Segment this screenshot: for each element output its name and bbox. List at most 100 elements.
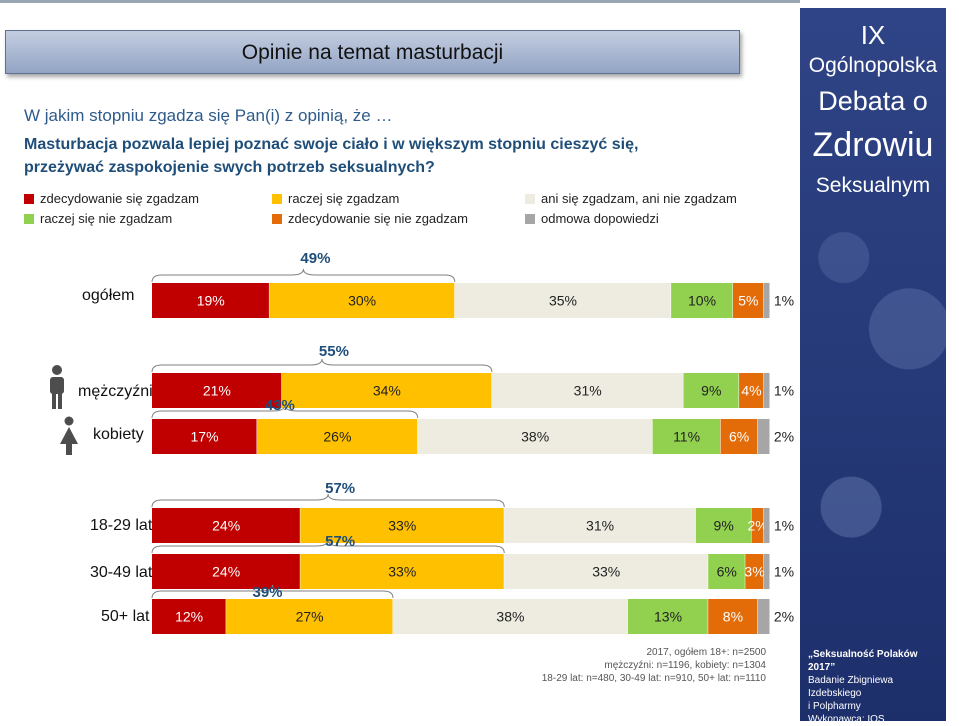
bar-segment-strongly-agree (152, 373, 282, 408)
footer-title: „Seksualność Polaków 2017” (808, 649, 918, 673)
page-title: Opinie na temat masturbacji (241, 41, 504, 64)
row-label-women: kobiety (93, 426, 144, 443)
legend-item-strongly-agree: zdecydowanie się zgadzam (24, 191, 199, 206)
bar-segment-agree (300, 554, 504, 589)
bar-segment-strongly-disagree (720, 419, 758, 454)
bar-segment-strongly-disagree (745, 554, 764, 589)
sidebar-line: Ogólnopolska (808, 54, 938, 77)
bar-segment-neutral (504, 508, 696, 543)
bar-segment-refusal (763, 283, 770, 318)
sidebar-line: Debata o (818, 86, 928, 116)
sidebar-line: Seksualnym (815, 174, 931, 197)
bar-segment-strongly-disagree (732, 283, 764, 318)
event-sidebar: IX Ogólnopolska Debata o Zdrowiu Seksual… (800, 8, 946, 725)
top-border-line (0, 0, 800, 3)
legend-label: zdecydowanie się zgadzam (40, 191, 199, 206)
agree-bracket (151, 404, 419, 419)
bar-segment-strongly-agree (152, 419, 257, 454)
stacked-bar-chart: 49% 19% 30% 35% 10% 5% 1% 55% 21% 34% 31% 9% 4% 1% 43%… (50, 250, 794, 634)
bar-segment-agree (269, 283, 455, 318)
footer-line: Badanie Zbigniewa Izdebskiego (808, 675, 894, 699)
legend-label: ani się zgadzam, ani nie zgadzam (541, 191, 737, 206)
male-person-icon (50, 365, 64, 409)
bar-value-label: 2% (748, 518, 768, 534)
sidebar-footer: „Seksualność Polaków 2017” Badanie Zbign… (808, 648, 946, 726)
bar-segment-disagree (695, 508, 751, 543)
bar-value-label: 13% (654, 609, 682, 625)
bar-value-label: 2% (774, 429, 794, 445)
agree-bracket (151, 493, 505, 508)
legend-label: raczej się nie zgadzam (40, 211, 173, 226)
bar-segment-strongly-disagree (751, 508, 764, 543)
bar-value-label: 38% (521, 429, 549, 445)
legend-item-strongly-disagree: zdecydowanie się nie zgadzam (272, 211, 468, 226)
bar-value-label: 24% (212, 564, 240, 580)
bar-value-label: 4% (741, 383, 761, 399)
row-label-total: ogółem (82, 287, 135, 304)
bar-value-label: 2% (774, 609, 794, 625)
bar-value-label: 1% (774, 383, 794, 399)
bar-segment-neutral (504, 554, 708, 589)
bar-value-label: 31% (574, 383, 602, 399)
bar-value-label: 12% (175, 609, 203, 625)
note-line: 2017, ogółem 18+: n=2500 (646, 647, 766, 658)
agree-bracket (151, 584, 394, 599)
legend-label: raczej się zgadzam (288, 191, 400, 206)
sidebar-edition: IX (860, 20, 886, 50)
legend-label: zdecydowanie się nie zgadzam (288, 211, 468, 226)
bar-segment-strongly-disagree (708, 599, 758, 634)
bar-segment-agree (281, 373, 492, 408)
bar-value-label: 6% (717, 564, 737, 580)
bar-value-label: 27% (296, 609, 324, 625)
bar-segment-agree (226, 599, 393, 634)
agree-total-label: 57% (325, 533, 355, 550)
bar-value-label: 19% (197, 293, 225, 309)
legend-item-neutral: ani się zgadzam, ani nie zgadzam (525, 191, 737, 206)
row-label-50plus: 50+ lat (101, 608, 150, 625)
bar-value-label: 5% (738, 293, 758, 309)
bar-segment-neutral (491, 373, 683, 408)
agree-total-label: 49% (300, 250, 330, 267)
bar-value-label: 34% (373, 383, 401, 399)
title-banner: Opinie na temat masturbacji (5, 30, 740, 74)
bar-value-label: 8% (723, 609, 743, 625)
bar-value-label: 21% (203, 383, 231, 399)
row-label-men: mężczyźni (78, 383, 153, 400)
footer-line: i Polpharmy (808, 701, 861, 712)
bar-value-label: 30% (348, 293, 376, 309)
bar-value-label: 24% (212, 518, 240, 534)
bar-value-label: 9% (714, 518, 734, 534)
bar-segment-refusal (757, 599, 770, 634)
bar-value-label: 10% (688, 293, 716, 309)
legend-swatch (24, 194, 34, 204)
bar-segment-disagree (708, 554, 745, 589)
bar-segment-neutral (393, 599, 628, 634)
bar-segment-strongly-agree (152, 283, 269, 318)
agree-bracket (151, 539, 505, 554)
legend-swatch (525, 194, 535, 204)
female-person-icon (60, 416, 78, 455)
bar-value-label: 33% (388, 518, 416, 534)
bar-segment-neutral (417, 419, 653, 454)
footer-line: Wykonawca: IQS (808, 714, 885, 725)
sidebar-line: Zdrowiu (812, 126, 934, 164)
bar-value-label: 33% (592, 564, 620, 580)
legend-item-disagree: raczej się nie zgadzam (24, 211, 172, 226)
agree-total-label: 55% (319, 343, 349, 360)
bar-segment-disagree (652, 419, 721, 454)
bar-segment-refusal (763, 554, 770, 589)
legend-swatch (272, 214, 282, 224)
bar-segment-disagree (671, 283, 733, 318)
legend-swatch (24, 214, 34, 224)
legend-swatch (525, 214, 535, 224)
bar-segment-strongly-agree (152, 554, 300, 589)
bar-value-label: 1% (774, 564, 794, 580)
bar-value-label: 1% (774, 518, 794, 534)
row-label-30-49: 30-49 lat (90, 564, 153, 581)
bar-value-label: 17% (191, 429, 219, 445)
agree-total-label: 43% (265, 397, 295, 414)
legend-label: odmowa dopowiedzi (541, 211, 659, 226)
bar-segment-refusal (763, 508, 770, 543)
row-label-18-29: 18-29 lat (90, 517, 153, 534)
legend-swatch (272, 194, 282, 204)
